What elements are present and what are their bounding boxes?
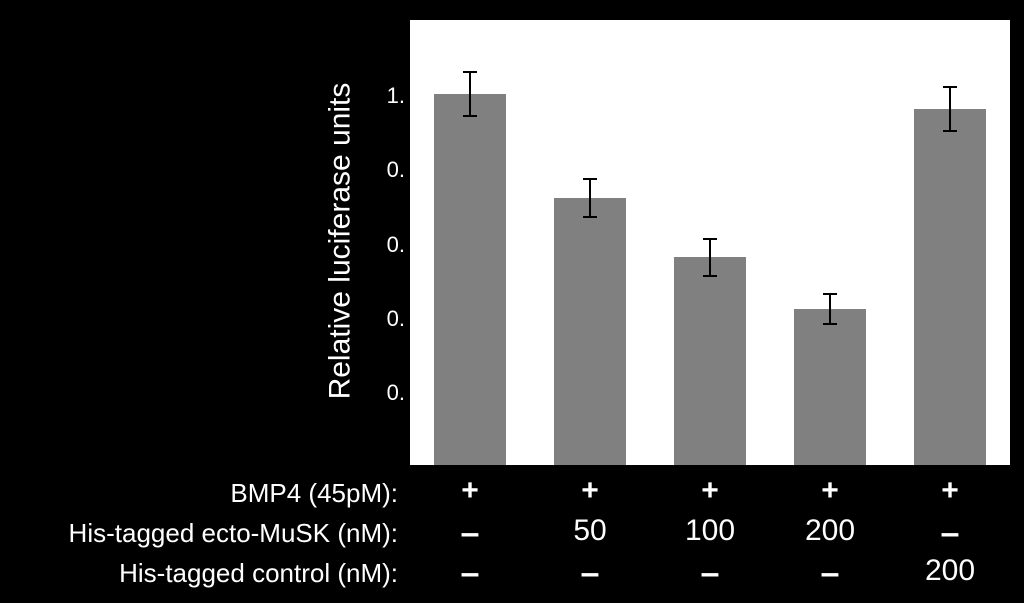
error-cap: [583, 178, 597, 180]
condition-row-label: His-tagged ecto-MuSK (nM):: [0, 518, 398, 549]
condition-value: 200: [805, 514, 855, 548]
error-cap: [463, 71, 477, 73]
error-cap: [823, 323, 837, 325]
bar: [914, 109, 986, 465]
bar: [674, 257, 746, 465]
error-cap: [943, 86, 957, 88]
condition-value: +: [581, 474, 599, 508]
y-tick: 0.: [375, 232, 405, 258]
error-cap: [703, 275, 717, 277]
bar: [434, 94, 506, 465]
condition-value: –: [581, 554, 600, 593]
bar: [554, 198, 626, 465]
condition-value: –: [461, 514, 480, 553]
y-tick: 0.: [375, 157, 405, 183]
error-bar: [709, 239, 711, 276]
error-cap: [463, 115, 477, 117]
condition-row-label: His-tagged control (nM):: [0, 558, 398, 589]
condition-value: 200: [925, 554, 975, 588]
y-tick: 0.: [375, 380, 405, 406]
error-bar: [469, 72, 471, 117]
condition-value: +: [461, 474, 479, 508]
condition-value: +: [941, 474, 959, 508]
condition-value: +: [821, 474, 839, 508]
y-axis-label: Relative luciferase units: [323, 18, 357, 463]
y-tick: 0.: [375, 306, 405, 332]
condition-value: –: [701, 554, 720, 593]
condition-value: –: [821, 554, 840, 593]
condition-value: –: [461, 554, 480, 593]
error-bar: [589, 179, 591, 216]
plot-area: [410, 20, 1010, 465]
bar: [794, 309, 866, 465]
error-bar: [949, 87, 951, 132]
error-cap: [943, 130, 957, 132]
condition-value: 50: [573, 514, 606, 548]
error-cap: [823, 293, 837, 295]
error-cap: [703, 238, 717, 240]
y-tick: 1.: [375, 83, 405, 109]
condition-value: 100: [685, 514, 735, 548]
error-bar: [829, 294, 831, 324]
condition-row-label: BMP4 (45pM):: [0, 478, 398, 509]
condition-value: –: [941, 514, 960, 553]
error-cap: [583, 216, 597, 218]
condition-value: +: [701, 474, 719, 508]
